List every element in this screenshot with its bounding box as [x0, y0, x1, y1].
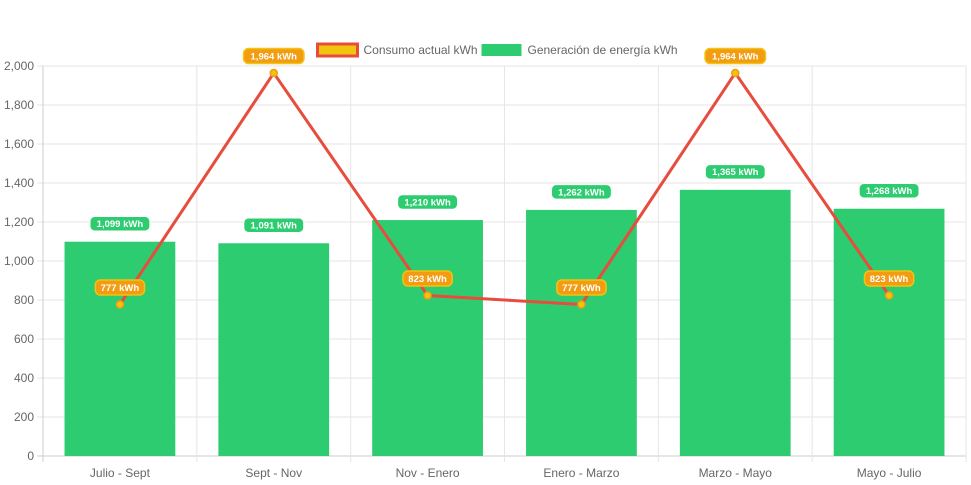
bar [218, 243, 330, 456]
line-data-label-bg [863, 270, 915, 287]
line-data-label: 777 kWh [556, 279, 607, 296]
y-tick-label: 1,600 [4, 137, 34, 151]
line-point [423, 291, 432, 300]
bar [64, 241, 176, 456]
legend-label-consumo: Consumo actual kWh [364, 43, 478, 57]
bar [833, 208, 945, 456]
bars [64, 189, 945, 456]
legend[interactable]: Consumo actual kWh Generación de energía … [316, 42, 678, 58]
line-data-label: 777 kWh [94, 279, 146, 296]
line-point [269, 68, 278, 78]
x-tick-label: Marzo - Mayo [699, 466, 773, 480]
y-tick-label: 2,000 [4, 59, 34, 73]
bar-data-label-bg [550, 183, 613, 201]
line-point [577, 300, 586, 309]
line-data-label-bg [556, 279, 607, 296]
bar-data-label-bg [396, 193, 459, 211]
y-tick-label: 1,400 [4, 176, 34, 190]
x-tick-label: Nov - Enero [396, 466, 460, 480]
line-data-label-bg [704, 47, 767, 65]
line-point [884, 291, 894, 300]
bar-data-label: 1,262 kWh [550, 183, 613, 201]
bar-data-label-text: 1,268 kWh [866, 186, 913, 197]
legend-label-generacion: Generación de energía kWh [528, 43, 678, 57]
bar-data-label: 1,365 kWh [704, 163, 767, 181]
y-tick-label: 0 [27, 449, 34, 463]
bar-data-label: 1,268 kWh [858, 182, 921, 199]
axes: 0 200 400 600 800 1,000 1,200 1,400 1,600 1,800 2,… [4, 59, 922, 480]
line-data-label-text: 1,964 kWh [712, 51, 759, 62]
grid [37, 65, 967, 462]
bar-data-label: 1,210 kWh [396, 193, 459, 211]
line-data-label-text: 823 kWh [870, 274, 909, 285]
bar-data-label-text: 1,210 kWh [404, 197, 451, 208]
line-point [115, 300, 125, 309]
bar [372, 220, 483, 456]
bar-data-label-text: 1,091 kWh [251, 221, 298, 232]
line-path [118, 70, 891, 307]
line-point [731, 68, 740, 78]
bar-data-label-text: 1,099 kWh [97, 219, 144, 230]
line-data-label-text: 777 kWh [101, 283, 140, 294]
legend-item-consumo[interactable]: Consumo actual kWh [316, 42, 478, 58]
line-series [115, 68, 894, 309]
bar-data-label-bg [242, 217, 305, 234]
x-tick-label: Sept - Nov [245, 466, 302, 480]
y-tick-label: 1,200 [4, 215, 34, 229]
line-data-label-text: 823 kWh [408, 274, 447, 285]
x-tick-label: Julio - Sept [90, 466, 151, 480]
line-data-label-text: 1,964 kWh [251, 51, 298, 62]
line-data-label-bg [94, 279, 146, 296]
bar-data-label-text: 1,365 kWh [712, 167, 759, 178]
y-tick-label: 600 [14, 332, 34, 346]
bar-data-label: 1,099 kWh [88, 215, 151, 232]
line-data-label: 823 kWh [863, 270, 915, 287]
legend-item-generacion[interactable]: Generación de energía kWh [481, 43, 678, 57]
bar-data-label-text: 1,262 kWh [558, 187, 605, 198]
bar-data-label: 1,091 kWh [242, 217, 305, 234]
y-tick-label: 200 [14, 410, 34, 424]
bar-data-label-bg [88, 215, 151, 232]
y-tick-label: 1,000 [4, 254, 34, 268]
line-data-label-bg [242, 47, 305, 65]
line-data-label-text: 777 kWh [562, 283, 601, 294]
bar-data-label-bg [704, 163, 767, 181]
line-data-label-bg [402, 270, 453, 287]
y-tick-label: 1,800 [4, 98, 34, 112]
legend-swatch-consumo [316, 42, 359, 58]
legend-swatch-generacion [481, 44, 522, 56]
y-tick-label: 800 [14, 293, 34, 307]
y-tick-label: 400 [14, 371, 34, 385]
bar-data-label-bg [858, 182, 921, 199]
x-tick-label: Enero - Marzo [543, 466, 619, 480]
line-data-label: 1,964 kWh [242, 47, 305, 65]
bar [679, 189, 791, 456]
data-labels: 1,099 kWh 1,091 kWh 1,210 kWh 1,262 kWh 1,36… [88, 47, 921, 296]
x-tick-label: Mayo - Julio [857, 466, 922, 480]
line-data-label: 1,964 kWh [704, 47, 767, 65]
line-data-label: 823 kWh [402, 270, 453, 287]
